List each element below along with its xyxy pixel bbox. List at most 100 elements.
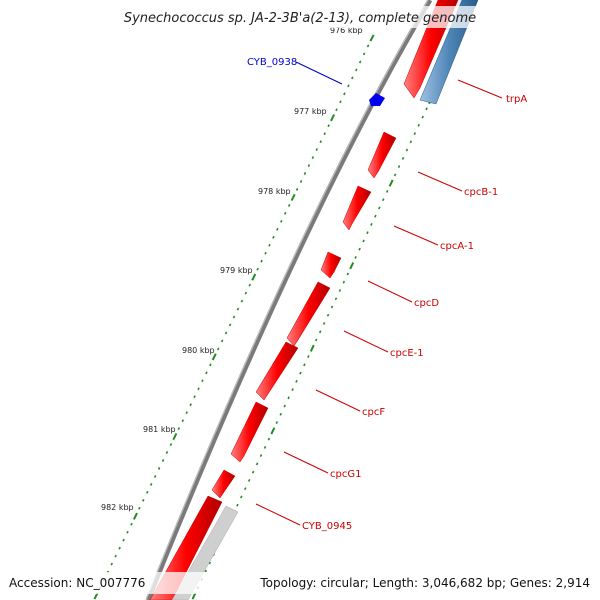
kbp-label-980: 980 kbp xyxy=(182,346,215,355)
gene-label-cpcD[interactable]: cpcD xyxy=(414,298,439,309)
left-track-minor-tick xyxy=(169,443,173,446)
right-track-minor-tick xyxy=(366,231,369,235)
left-track-minor-tick xyxy=(185,411,188,415)
left-track-minor-tick xyxy=(138,506,141,510)
left-track-minor-tick xyxy=(130,522,133,526)
right-track-minor-tick xyxy=(397,165,401,169)
left-track-minor-tick xyxy=(256,267,259,271)
left-track-minor-tick xyxy=(335,108,338,112)
left-track-minor-tick xyxy=(224,331,228,335)
right-track-minor-tick xyxy=(267,437,271,441)
right-track-minor-tick xyxy=(263,445,267,449)
kbp-label-982: 982 kbp xyxy=(101,503,134,512)
left-track-major-tick xyxy=(290,193,296,202)
right-track-minor-tick xyxy=(283,404,286,408)
left-track-minor-tick xyxy=(216,347,220,351)
left-track-minor-tick xyxy=(354,68,358,72)
right-track-major-tick xyxy=(349,262,355,270)
left-track-minor-tick xyxy=(323,132,326,136)
right-track-minor-tick xyxy=(409,140,413,144)
right-track-minor-tick xyxy=(370,222,373,226)
left-track-minor-tick xyxy=(327,124,330,128)
right-track-minor-tick xyxy=(393,173,397,177)
left-track-minor-tick xyxy=(347,84,350,88)
right-track-minor-tick xyxy=(425,107,428,111)
gene-feature-cpcF[interactable] xyxy=(255,341,299,401)
left-track-minor-tick xyxy=(311,156,315,159)
right-track-minor-tick xyxy=(330,305,334,309)
right-track-minor-tick xyxy=(275,421,279,425)
gene-feature-cpcG1[interactable] xyxy=(230,401,269,463)
gene-label-trpA[interactable]: trpA xyxy=(506,94,527,105)
right-track-minor-tick xyxy=(247,478,251,482)
left-track-minor-tick xyxy=(177,427,181,431)
genome-backbone xyxy=(145,0,433,600)
gene-label-cpcE-1[interactable]: cpcE-1 xyxy=(390,348,424,359)
gene-feature-cpcB-1[interactable] xyxy=(367,131,397,179)
gene-feature-cpcD[interactable] xyxy=(320,251,342,279)
left-track-minor-tick xyxy=(319,140,323,144)
left-track-minor-tick xyxy=(114,554,117,558)
gene-label-cpcF[interactable]: cpcF xyxy=(362,407,385,418)
left-track-minor-tick xyxy=(142,498,145,502)
left-track-minor-tick xyxy=(197,387,200,391)
left-track-minor-tick xyxy=(232,315,236,319)
gene-feature-CYB_0945[interactable] xyxy=(211,469,236,499)
gene-feature-cpcA-1[interactable] xyxy=(342,185,372,231)
left-track-minor-tick xyxy=(358,60,362,64)
left-track-minor-tick xyxy=(209,363,212,367)
kbp-label-976: 976 kbp xyxy=(330,26,363,35)
kbp-label-981: 981 kbp xyxy=(143,425,176,434)
right-track-minor-tick xyxy=(204,569,208,573)
gene-label-CYB_0945[interactable]: CYB_0945 xyxy=(302,521,352,532)
footer-background xyxy=(0,572,600,594)
right-track-minor-tick xyxy=(255,462,259,466)
genome-summary-text: Topology: circular; Length: 3,046,682 bp… xyxy=(259,576,590,590)
gene-labels: trpA cpcB-1 cpcA-1 cpcD cpcE-1 cpcF cpcG… xyxy=(247,57,527,532)
right-track-minor-tick xyxy=(417,123,421,127)
right-track-minor-tick xyxy=(346,272,350,276)
left-track-minor-tick xyxy=(272,235,275,239)
right-track-minor-tick xyxy=(378,206,381,210)
right-track-minor-tick xyxy=(401,156,405,160)
left-track-minor-tick xyxy=(149,482,153,486)
kbp-label-979: 979 kbp xyxy=(220,266,253,275)
left-track-minor-tick xyxy=(193,395,196,399)
left-track-major-tick xyxy=(330,114,335,122)
left-track-minor-tick xyxy=(351,76,354,80)
left-track-minor-tick xyxy=(268,243,271,247)
right-track-minor-tick xyxy=(385,189,389,193)
kbp-labels: 976 kbp 977 kbp 978 kbp 979 kbp 980 kbp … xyxy=(101,26,363,512)
label-leaders xyxy=(255,61,503,526)
left-track-minor-tick xyxy=(220,339,224,343)
left-track-minor-tick xyxy=(165,451,169,454)
left-track-minor-tick xyxy=(122,538,125,542)
genome-backbone-highlight xyxy=(145,0,429,600)
left-track-minor-tick xyxy=(248,283,252,287)
right-track-major-tick xyxy=(388,179,394,187)
gene-label-CYB_0938[interactable]: CYB_0938 xyxy=(247,57,297,68)
gene-label-cpcG1[interactable]: cpcG1 xyxy=(330,469,361,480)
right-track-minor-tick xyxy=(243,487,247,491)
right-track-minor-tick xyxy=(342,280,346,284)
gene-label-cpcB-1[interactable]: cpcB-1 xyxy=(464,187,498,198)
left-track-minor-tick xyxy=(161,459,165,462)
right-track-minor-tick xyxy=(318,330,322,334)
left-track-major-tick xyxy=(369,34,375,42)
right-track-minor-tick xyxy=(326,313,330,317)
right-track-minor-tick xyxy=(303,363,306,367)
kbp-label-977: 977 kbp xyxy=(294,107,327,116)
gene-feature-CYB_0938[interactable] xyxy=(369,93,385,106)
left-track-minor-tick xyxy=(240,299,244,303)
right-track-minor-tick xyxy=(358,247,361,251)
title-background xyxy=(110,6,490,28)
gene-label-cpcA-1[interactable]: cpcA-1 xyxy=(440,241,474,252)
gene-feature-cpcE-1[interactable] xyxy=(286,281,331,347)
right-track-minor-tick xyxy=(381,198,385,202)
left-track-minor-tick xyxy=(276,227,279,231)
right-track-minor-tick xyxy=(374,214,377,218)
left-track-minor-tick xyxy=(343,92,346,96)
right-track-minor-tick xyxy=(251,470,255,474)
left-track-minor-tick xyxy=(287,203,291,207)
